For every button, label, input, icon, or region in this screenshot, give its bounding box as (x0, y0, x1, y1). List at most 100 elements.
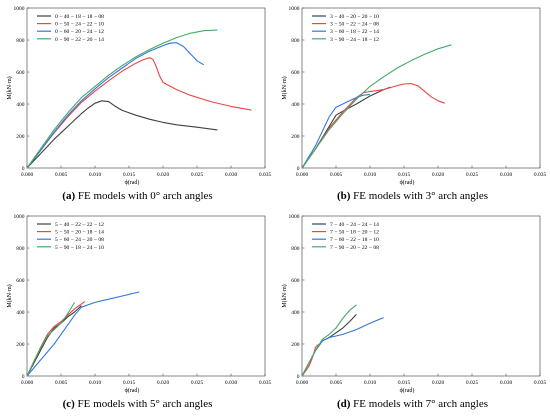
chart-a: 0.000 0.005 0.010 0.015 0.020 0.025 0.030 0.035… (6, 6, 272, 186)
series-line-c-3 (26, 291, 140, 377)
x-tick-label-b: 0.025 (466, 172, 479, 178)
y-axis-label-a: M(kN·m) (6, 76, 13, 99)
legend-entry-d-2: 7 − 50 − 18 − 20 − 12 (330, 230, 379, 236)
caption-d-letter: (d) (336, 398, 351, 410)
series-line-c-4 (26, 302, 76, 377)
x-axis-label-b: ϕ(rad) (400, 179, 415, 186)
y-axis-label-d: M(kN·m) (281, 284, 288, 307)
x-tick-label-c: 0.000 (21, 380, 34, 386)
series-line-b-1 (301, 86, 391, 169)
x-tick-label-b: 0.035 (534, 172, 547, 178)
x-tick-label-a: 0.010 (89, 172, 102, 178)
y-tick-label-a: 0 (22, 166, 25, 172)
plot-frame-b (301, 7, 541, 169)
x-axis-label-a: ϕ(rad) (125, 179, 140, 186)
x-tick-label-b: 0.000 (296, 172, 309, 178)
series-line-d-4 (301, 304, 357, 377)
legend-entry-c-3: 5 − 60 − 24 − 20 − 08 (55, 237, 104, 243)
y-tick-label-d: 1000 (289, 214, 300, 220)
x-tick-label-b: 0.005 (330, 172, 343, 178)
y-tick-label-c: 800 (16, 246, 25, 252)
legend-entry-c-1: 5 − 40 − 22 − 22 − 12 (55, 222, 104, 228)
legend-entry-a-3: 0 − 60 − 20 − 24 − 12 (55, 29, 104, 35)
chart-d: 0.000 0.005 0.010 0.015 0.020 0.025 0.030 0.035… (281, 214, 547, 394)
legend-entry-a-1: 0 − 40 − 18 − 18 − 08 (55, 14, 104, 20)
caption-b-letter: (b) (336, 190, 351, 202)
y-tick-label-b: 1000 (289, 6, 300, 12)
x-tick-label-a: 0.030 (225, 172, 238, 178)
series-line-d-2 (301, 343, 320, 377)
x-tick-label-c: 0.030 (225, 380, 238, 386)
legend-entry-c-2: 5 − 50 − 20 − 18 − 14 (55, 230, 104, 236)
x-tick-label-c: 0.020 (157, 380, 170, 386)
series-line-a-3 (26, 42, 205, 169)
y-tick-label-c: 0 (22, 374, 25, 380)
y-tick-label-a: 1000 (14, 6, 25, 12)
y-tick-label-d: 200 (291, 342, 300, 348)
y-tick-label-a: 200 (16, 134, 25, 140)
series-line-b-2 (301, 82, 445, 169)
x-tick-label-d: 0.030 (500, 380, 513, 386)
y-tick-label-c: 600 (16, 278, 25, 284)
x-tick-label-d: 0.005 (330, 380, 343, 386)
x-tick-label-b: 0.020 (432, 172, 445, 178)
panel-b: 0.000 0.005 0.010 0.015 0.020 0.025 0.030 0.035… (275, 0, 550, 208)
x-tick-label-a: 0.035 (259, 172, 272, 178)
y-tick-label-a: 800 (16, 38, 25, 44)
y-tick-label-a: 400 (16, 102, 25, 108)
caption-d-text: FE models with 7° arch angles (353, 398, 489, 410)
legend-entry-b-3: 3 − 60 − 18 − 22 − 14 (330, 29, 379, 35)
series-line-c-1 (26, 305, 82, 377)
plot-frame-d (301, 215, 541, 377)
y-tick-label-a: 600 (16, 70, 25, 76)
x-tick-label-d: 0.025 (466, 380, 479, 386)
x-tick-label-d: 0.035 (534, 380, 547, 386)
caption-a-text: FE models with 0° arch angles (77, 190, 213, 202)
y-tick-label-c: 1000 (14, 214, 25, 220)
x-tick-label-b: 0.010 (364, 172, 377, 178)
x-tick-label-a: 0.005 (55, 172, 68, 178)
series-line-b-4 (301, 44, 452, 169)
y-tick-label-b: 0 (297, 166, 300, 172)
legend-entry-b-2: 3 − 50 − 22 − 24 − 08 (330, 22, 379, 28)
series-line-a-2 (26, 57, 252, 169)
chart-b: 0.000 0.005 0.010 0.015 0.020 0.025 0.030 0.035… (281, 6, 547, 186)
y-tick-label-d: 0 (297, 374, 300, 380)
caption-c: (c) FE models with 5° arch angles (0, 398, 275, 410)
x-tick-label-b: 0.030 (500, 172, 513, 178)
x-tick-label-d: 0.010 (364, 380, 377, 386)
y-tick-label-d: 800 (291, 246, 300, 252)
series-line-a-4 (26, 29, 218, 169)
legend-entry-c-4: 5 − 90 − 18 − 24 − 10 (55, 245, 104, 251)
caption-b-text: FE models with 3° arch angles (353, 190, 489, 202)
x-tick-label-d: 0.015 (398, 380, 411, 386)
x-tick-label-c: 0.005 (55, 380, 68, 386)
x-tick-label-a: 0.025 (191, 172, 204, 178)
x-tick-label-c: 0.015 (123, 380, 136, 386)
caption-b: (b) FE models with 3° arch angles (275, 190, 550, 202)
legend-entry-a-4: 0 − 90 − 22 − 20 − 14 (55, 37, 104, 43)
series-line-a-1 (26, 100, 218, 169)
x-tick-label-c: 0.035 (259, 380, 272, 386)
plot-frame-a (26, 7, 266, 169)
y-tick-label-b: 800 (291, 38, 300, 44)
x-axis-label-c: ϕ(rad) (125, 387, 140, 394)
x-tick-label-c: 0.010 (89, 380, 102, 386)
panel-c: 0.000 0.005 0.010 0.015 0.020 0.025 0.030 0.035… (0, 208, 275, 416)
x-axis-label-d: ϕ(rad) (400, 387, 415, 394)
y-tick-label-b: 400 (291, 102, 300, 108)
y-tick-label-d: 400 (291, 310, 300, 316)
legend-entry-b-4: 3 − 90 − 24 − 18 − 12 (330, 37, 379, 43)
legend-entry-b-1: 3 − 40 − 20 − 20 − 10 (330, 14, 379, 20)
legend-entry-d-4: 7 − 90 − 20 − 22 − 08 (330, 245, 379, 251)
y-tick-label-c: 400 (16, 310, 25, 316)
plot-frame-c (26, 215, 266, 377)
series-line-d-1 (301, 314, 357, 377)
y-tick-label-c: 200 (16, 342, 25, 348)
caption-a-letter: (a) (62, 190, 76, 202)
panel-d: 0.000 0.005 0.010 0.015 0.020 0.025 0.030 0.035… (275, 208, 550, 416)
caption-c-letter: (c) (62, 398, 75, 410)
x-tick-label-c: 0.025 (191, 380, 204, 386)
series-line-b-3 (301, 93, 371, 169)
x-tick-label-a: 0.020 (157, 172, 170, 178)
